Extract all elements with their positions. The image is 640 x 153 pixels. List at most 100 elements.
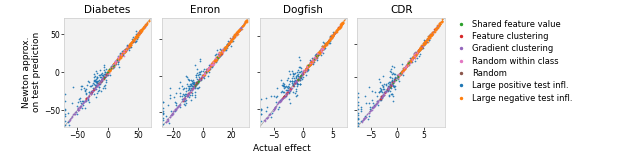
Point <box>124 45 134 48</box>
Point <box>221 45 232 48</box>
Point <box>226 40 236 42</box>
Point <box>413 50 424 52</box>
Point <box>409 55 419 58</box>
Point <box>305 63 316 65</box>
Point <box>337 22 348 24</box>
Point <box>303 66 314 68</box>
Point <box>409 53 419 56</box>
Point <box>303 68 314 71</box>
Point <box>179 94 189 96</box>
Point <box>435 22 445 24</box>
Point <box>90 75 100 77</box>
Point <box>406 59 417 62</box>
Point <box>93 82 104 84</box>
Point <box>121 49 131 51</box>
Point <box>114 57 124 59</box>
Point <box>209 59 219 62</box>
Point <box>114 56 124 59</box>
Point <box>275 99 285 102</box>
Point <box>376 96 386 99</box>
Point <box>100 76 110 78</box>
Point <box>232 31 243 33</box>
Point <box>119 51 129 54</box>
Point <box>337 23 348 25</box>
Point <box>374 99 385 101</box>
Point <box>189 86 199 88</box>
Point <box>291 75 301 78</box>
Legend: Shared feature value, Feature clustering, Gradient clustering, Random within cla: Shared feature value, Feature clustering… <box>452 20 572 103</box>
Point <box>108 63 118 66</box>
Point <box>136 31 146 33</box>
Point <box>188 86 198 89</box>
Point <box>199 68 209 70</box>
Point <box>115 57 125 59</box>
Point <box>387 80 397 82</box>
Point <box>202 68 212 70</box>
Point <box>227 40 237 43</box>
Point <box>324 39 334 42</box>
Point <box>129 39 139 42</box>
Point <box>295 83 305 85</box>
Point <box>328 34 338 37</box>
Point <box>308 60 318 62</box>
Point <box>218 47 228 49</box>
Point <box>323 41 333 43</box>
Point <box>222 44 232 47</box>
Point <box>125 42 136 45</box>
Point <box>222 43 232 46</box>
Point <box>232 31 242 34</box>
Point <box>431 27 442 29</box>
Point <box>412 52 422 55</box>
Point <box>220 47 230 50</box>
Point <box>285 88 295 91</box>
Point <box>209 59 220 61</box>
Point <box>268 109 278 112</box>
Point <box>241 20 251 22</box>
Point <box>237 26 248 28</box>
Point <box>73 109 83 111</box>
Point <box>232 31 243 34</box>
Point <box>182 88 193 91</box>
Point <box>198 74 208 76</box>
Point <box>194 79 204 81</box>
Point <box>400 65 410 68</box>
Point <box>195 70 205 73</box>
Point <box>372 100 383 102</box>
Point <box>289 85 299 88</box>
Point <box>86 92 96 94</box>
Point <box>204 66 214 68</box>
Point <box>113 57 124 60</box>
Point <box>116 53 127 55</box>
Point <box>396 71 406 73</box>
Point <box>132 38 142 40</box>
Point <box>230 33 240 36</box>
Point <box>301 68 311 70</box>
Point <box>397 70 407 72</box>
Point <box>115 56 125 59</box>
Point <box>325 36 335 39</box>
Point <box>124 44 134 47</box>
Point <box>409 56 419 58</box>
Point <box>110 62 120 65</box>
Point <box>397 68 408 71</box>
Point <box>425 35 435 37</box>
Point <box>120 50 130 52</box>
Point <box>314 51 324 53</box>
Point <box>277 97 287 99</box>
Point <box>74 98 84 100</box>
Point <box>324 39 334 41</box>
Point <box>326 35 336 38</box>
Point <box>195 79 205 81</box>
Point <box>329 33 339 35</box>
Point <box>317 48 328 50</box>
Point <box>73 107 83 110</box>
Point <box>407 57 417 59</box>
Point <box>281 92 291 94</box>
Point <box>111 63 121 65</box>
Point <box>353 122 364 125</box>
Point <box>336 24 346 27</box>
Point <box>394 74 404 76</box>
Point <box>315 50 325 52</box>
Point <box>428 32 438 34</box>
Point <box>301 65 312 68</box>
